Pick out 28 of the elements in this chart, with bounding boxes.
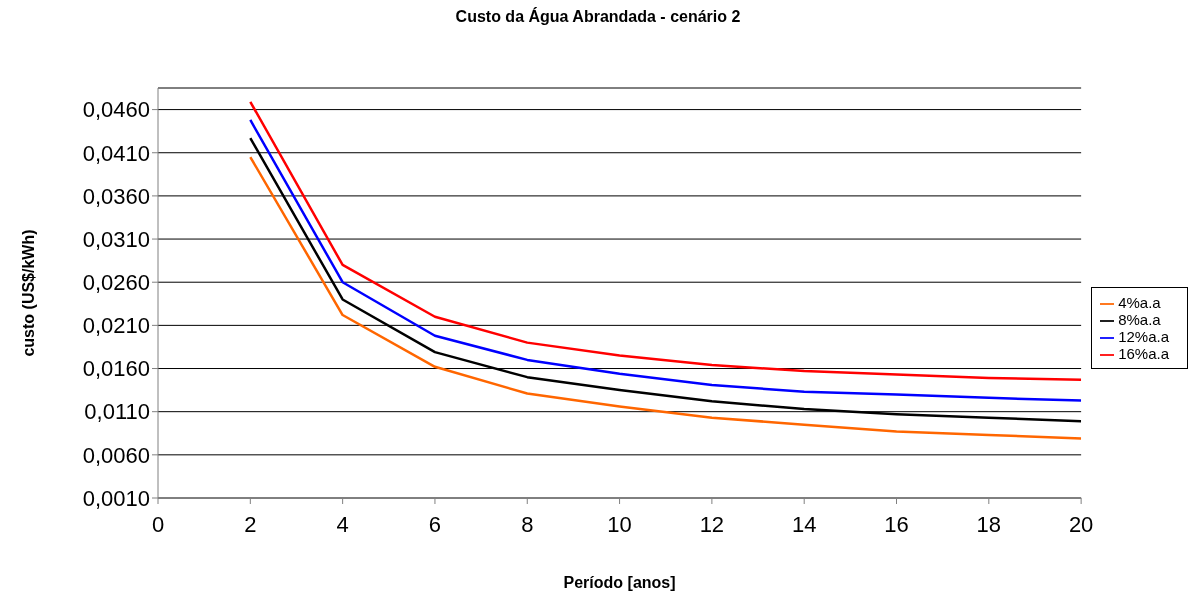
- y-tick-label: 0,0060: [82, 442, 150, 468]
- y-tick-label: 0,0360: [82, 183, 150, 209]
- y-tick-label: 0,0460: [82, 97, 150, 123]
- y-axis-title: custo (US$/kWh): [19, 229, 37, 357]
- x-tick-label: 14: [791, 511, 817, 537]
- x-tick-label: 12: [699, 511, 725, 537]
- x-axis-title: Período [anos]: [563, 574, 676, 591]
- x-tick-label: 20: [1068, 511, 1094, 537]
- y-tick-label: 0,0160: [82, 356, 150, 382]
- y-tick-label: 0,0260: [82, 270, 150, 296]
- x-tick-label: 18: [976, 511, 1002, 537]
- legend-label: 8%a.a: [1118, 310, 1161, 328]
- x-tick-label: 2: [244, 511, 257, 537]
- x-tick-label: 8: [521, 511, 534, 537]
- legend-label: 16%a.a: [1118, 345, 1169, 363]
- y-tick-label: 0,0010: [82, 485, 150, 511]
- x-tick-label: 6: [428, 511, 442, 537]
- chart-title: Custo da Água Abrandada - cenário 2: [454, 8, 742, 27]
- y-tick-label: 0,0210: [82, 313, 150, 339]
- legend-label: 12%a.a: [1118, 328, 1169, 345]
- y-tick-label: 0,0310: [82, 226, 150, 252]
- x-tick-label: 0: [151, 511, 165, 537]
- x-tick-label: 10: [607, 511, 632, 537]
- y-tick-label: 0,0410: [82, 140, 150, 166]
- x-tick-label: 16: [884, 511, 909, 537]
- legend-label: 4%a.a: [1118, 293, 1161, 311]
- y-tick-label: 0,0110: [84, 399, 150, 425]
- x-tick-label: 4: [336, 511, 349, 537]
